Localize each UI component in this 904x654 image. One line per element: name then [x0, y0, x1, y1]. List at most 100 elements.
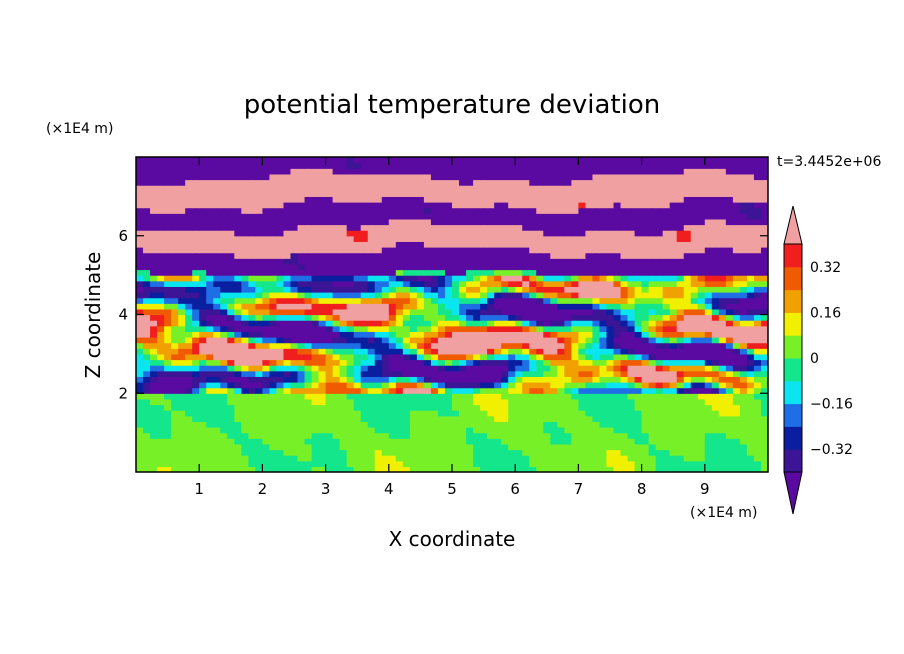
field-cell [171, 387, 179, 394]
field-cell [353, 269, 362, 276]
field-cell [690, 235, 699, 242]
field-cell [753, 269, 762, 276]
field-cell [157, 230, 165, 237]
field-cell [416, 466, 425, 472]
field-cell [346, 337, 355, 344]
field-cell [648, 342, 657, 349]
field-cell [402, 202, 411, 209]
field-cell [704, 269, 713, 276]
field-cell [220, 235, 228, 242]
field-cell [473, 235, 481, 242]
field-cell [690, 308, 699, 316]
field-cell [529, 286, 537, 293]
field-cell [143, 382, 151, 389]
field-cell [501, 258, 509, 265]
field-cell [283, 173, 292, 181]
field-cell [164, 359, 172, 366]
field-cell [283, 398, 292, 406]
field-cell [501, 196, 509, 203]
field-cell [676, 387, 685, 394]
field-cell [269, 202, 278, 209]
field-cell [613, 443, 622, 451]
field-cell [150, 337, 158, 344]
field-cell [339, 241, 348, 248]
field-cell [592, 292, 601, 299]
field-cell [437, 455, 446, 462]
field-cell [529, 196, 537, 203]
field-cell [711, 348, 720, 355]
field-cell [466, 449, 474, 456]
field-cell [325, 157, 334, 164]
field-cell [409, 337, 418, 344]
field-cell [669, 415, 678, 422]
field-cell [550, 196, 558, 203]
field-cell [332, 162, 341, 169]
field-cell [592, 376, 601, 383]
field-cell [143, 387, 151, 394]
field-cell [374, 292, 383, 299]
field-cell [381, 455, 390, 462]
field-cell [402, 230, 411, 237]
field-cell [606, 365, 615, 372]
field-cell [213, 427, 221, 434]
field-cell [297, 263, 306, 271]
field-cell [515, 410, 523, 417]
field-cell [171, 202, 179, 209]
field-cell [669, 213, 678, 220]
field-cell [367, 292, 376, 299]
field-cell [592, 173, 601, 181]
field-cell [171, 443, 179, 451]
field-cell [557, 275, 565, 282]
field-cell [620, 196, 629, 203]
field-cell [473, 348, 481, 355]
field-cell [732, 190, 741, 197]
field-cell [718, 415, 727, 422]
field-cell [606, 382, 615, 389]
field-cell [585, 241, 594, 248]
field-cell [395, 455, 404, 462]
field-cell [437, 432, 446, 439]
field-cell [704, 410, 713, 417]
field-cell [157, 353, 165, 361]
field-cell [473, 207, 481, 214]
field-cell [494, 241, 502, 248]
field-cell [585, 455, 594, 462]
field-cell [199, 252, 207, 259]
field-cell [318, 292, 327, 299]
field-cell [501, 331, 509, 338]
field-cell [529, 241, 537, 248]
field-cell [213, 247, 221, 254]
field-cell [585, 325, 594, 332]
field-cell [473, 460, 481, 467]
field-cell [178, 202, 186, 209]
field-cell [592, 314, 601, 321]
field-cell [346, 320, 355, 327]
field-cell [683, 393, 692, 400]
field-cell [704, 342, 713, 349]
field-cell [311, 179, 320, 186]
field-cell [374, 443, 383, 451]
field-cell [192, 449, 200, 456]
field-cell [304, 387, 313, 394]
field-cell [543, 342, 551, 349]
field-cell [416, 410, 425, 417]
field-cell [199, 359, 207, 366]
field-cell [550, 353, 558, 361]
field-cell [522, 410, 530, 417]
field-cell [311, 376, 320, 383]
field-cell [143, 460, 151, 467]
field-cell [746, 207, 755, 214]
field-cell [543, 331, 551, 338]
field-cell [697, 297, 706, 304]
field-cell [571, 213, 579, 220]
field-cell [381, 190, 390, 197]
field-cell [297, 162, 306, 169]
field-cell [655, 449, 664, 456]
field-cell [241, 252, 249, 259]
field-cell [423, 292, 432, 299]
field-cell [164, 303, 172, 310]
field-cell [452, 235, 460, 242]
field-cell [220, 269, 228, 276]
field-cell [318, 376, 327, 383]
field-cell [536, 314, 544, 321]
